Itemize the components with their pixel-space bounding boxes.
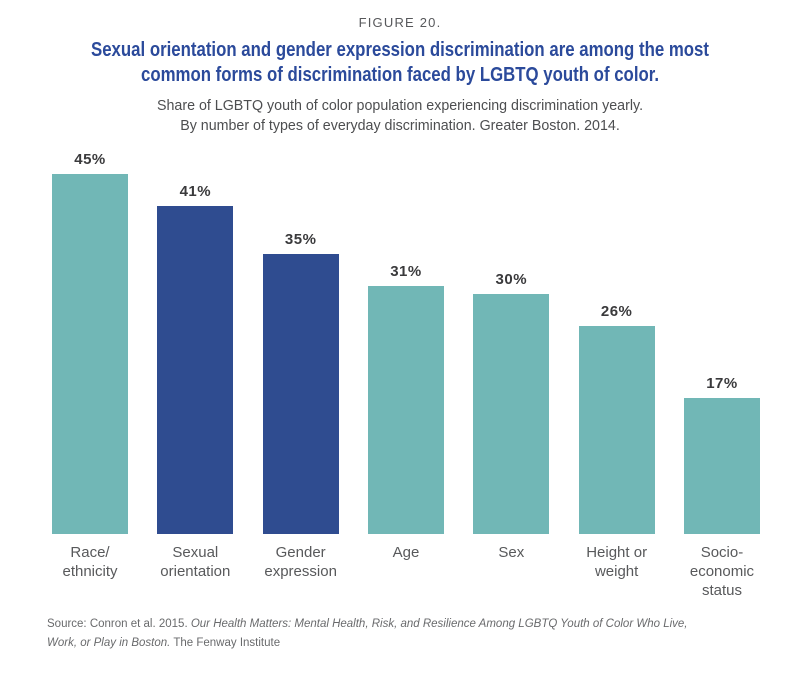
bar-height-or-weight [578, 326, 655, 534]
bar-value-label-sexual-orientation: 41% [179, 183, 212, 200]
bar-column-sex: 30% [473, 271, 550, 534]
bar-value-label-height-or-weight: 26% [600, 303, 633, 320]
bar-age [367, 286, 444, 534]
bar-gender-expression [262, 254, 339, 534]
category-label-age: Age [392, 544, 420, 561]
bar-value-label-socio-economic-status: 17% [706, 375, 738, 392]
bar-column-height-or-weight: 26% [578, 303, 655, 534]
bar-value-label-race-ethnicity: 45% [74, 151, 106, 168]
figure-title-line-1: Sexual orientation and gender expression… [90, 39, 710, 61]
source-note-prefix: Source: Conron et al. 2015. [47, 617, 191, 630]
bar-column-socio-economic-status: 17% [683, 375, 760, 534]
category-label-gender-expression: Gender expression [264, 544, 337, 580]
source-note: Source: Conron et al. 2015. Our Health M… [47, 615, 709, 654]
category-label-sexual-orientation: Sexual orientation [160, 544, 231, 580]
figure-subtitle-line-1: Share of LGBTQ youth of color population… [156, 97, 644, 114]
category-label-race-ethnicity: Race/ ethnicity [62, 544, 118, 580]
bar-column-age: 31% [367, 263, 444, 534]
bar-value-label-sex: 30% [495, 271, 528, 288]
bar-value-label-age: 31% [390, 263, 422, 280]
figure-title-line-2: common forms of discrimination faced by … [140, 64, 660, 86]
source-note-italic: Our Health Matters: Mental Health, Risk,… [47, 617, 688, 650]
bar-value-label-gender-expression: 35% [284, 231, 317, 248]
source-note-suffix: The Fenway Institute [170, 637, 281, 649]
bar-sexual-orientation [157, 206, 234, 534]
category-label-sex: Sex [498, 544, 525, 561]
figure-label: FIGURE 20. [358, 15, 442, 30]
bar-socio-economic-status [683, 398, 760, 534]
figure-subtitle: Share of LGBTQ youth of color population… [20, 96, 780, 136]
category-label-height-or-weight: Height or weight [586, 544, 648, 580]
category-label-socio-economic-status: Socio- economic status [689, 544, 755, 599]
bar-column-sexual-orientation: 41% [157, 183, 234, 534]
bar-column-gender-expression: 35% [262, 231, 339, 534]
bar-column-race-ethnicity: 45% [52, 151, 128, 534]
figure-title: Sexual orientation and gender expression… [64, 38, 736, 88]
bar-race-ethnicity [52, 174, 128, 534]
figure-subtitle-line-2: By number of types of everyday discrimin… [180, 117, 620, 134]
category-labels-row: Race/ ethnicity Sexual orientation Gender … [38, 543, 774, 600]
bar-sex [473, 294, 550, 534]
bars-row: 45% 41% 35% 31% 30% 26% 17% [52, 0, 760, 534]
